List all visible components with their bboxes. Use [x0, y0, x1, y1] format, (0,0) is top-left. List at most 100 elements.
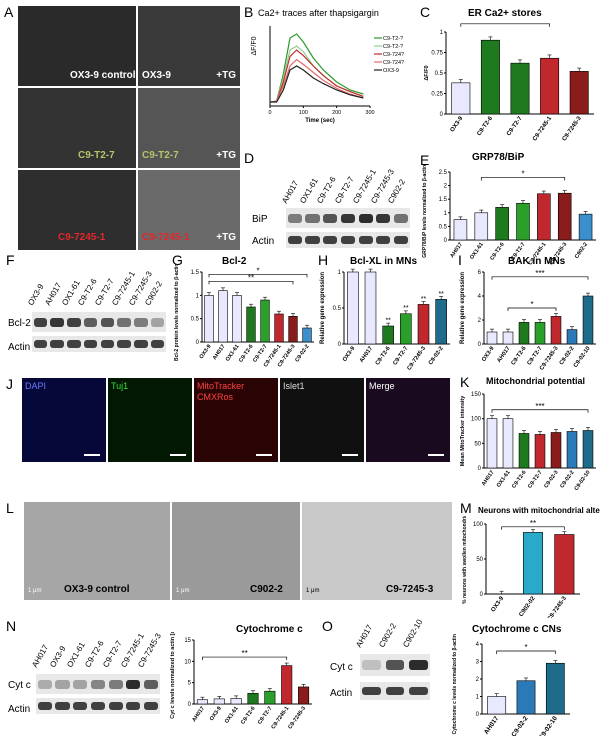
lane-label: C902-2	[377, 621, 399, 649]
em-scale-2: 1 μm	[176, 588, 190, 594]
blot-band	[126, 702, 141, 710]
y-axis-label: Cyt c levels normalized to actin [au]	[170, 632, 176, 719]
blot-band	[90, 702, 106, 710]
chart-N-svg: 0 5 10 15 Cyt c levels normalized to actin […	[170, 632, 312, 730]
blot-D-actin-strip	[286, 232, 410, 248]
blot-band	[134, 340, 148, 348]
category-label: C9-T2-6	[489, 242, 505, 262]
bar	[382, 325, 394, 345]
panel-O-letter: O	[322, 618, 333, 634]
y-tick-label: 0.75	[431, 51, 443, 57]
chart-I-svg: 0 2 4 6 Relative gene expression OX3-9 AH017 C9…	[460, 269, 596, 372]
lane-label: AH017	[280, 179, 301, 205]
sig-marker: **	[241, 649, 247, 658]
scale-bar-merge	[428, 454, 444, 456]
bar	[582, 430, 594, 469]
y-tick-label: 0	[476, 712, 480, 718]
y-tick-label: 2	[444, 184, 448, 190]
bar	[474, 212, 489, 241]
bar	[522, 532, 544, 595]
em-ox39-control: OX3-9 control 1 μm	[24, 502, 170, 600]
bar	[518, 322, 530, 345]
sig-marker: ***	[535, 269, 544, 278]
scale-bar-tuj1	[170, 454, 186, 456]
label-c9t27-b: C9-T2-7	[142, 150, 179, 161]
bar	[347, 271, 359, 345]
chart-C-title: ER Ca2+ stores	[468, 8, 542, 19]
y-tick-label: 0	[478, 342, 482, 348]
bar	[487, 696, 507, 715]
bar	[218, 290, 228, 343]
blot-band	[358, 236, 373, 244]
category-label: C902-02	[519, 595, 537, 618]
lane-label: AH017	[30, 643, 51, 669]
category-label: C9-02-3	[543, 470, 559, 490]
micrograph-c9t27: C9-T2-7	[18, 88, 136, 168]
bar	[502, 331, 514, 345]
blot-band	[134, 317, 148, 327]
blot-O-actin-strip	[360, 682, 430, 700]
sig-marker: **	[385, 317, 391, 324]
bar	[566, 431, 578, 469]
label-ox39: OX3-9	[142, 70, 171, 81]
y-tick-label: 3	[476, 660, 480, 666]
bar	[566, 329, 578, 345]
y-tick-label: 1	[338, 270, 342, 276]
blot-band	[287, 213, 302, 223]
blot-band	[323, 213, 338, 223]
y-axis-label: Cytochrome c levels normalized to β-acti…	[452, 634, 458, 734]
category-label: C9-02-2	[559, 470, 575, 490]
fluor-islet1: Islet1	[280, 378, 364, 462]
sig-bracket	[491, 276, 589, 280]
blot-N-cytc-strip	[36, 674, 160, 694]
blot-band	[144, 679, 159, 689]
bar	[204, 295, 214, 343]
bar	[518, 433, 530, 469]
sig-marker: *	[530, 300, 533, 309]
bar	[196, 699, 208, 705]
category-label: AH017	[359, 346, 374, 364]
bar	[247, 693, 259, 705]
legend-entry: C9-T2-?	[383, 44, 403, 50]
y-tick-label: 0.5	[191, 317, 200, 323]
panel-C-letter: C	[420, 4, 431, 20]
blot-band	[394, 213, 409, 223]
sig-marker: *	[256, 266, 259, 275]
y-tick-label: 2	[476, 677, 480, 683]
y-tick-label: 50	[476, 557, 483, 563]
sig-bracket	[460, 23, 550, 27]
scale-bar-dapi	[84, 454, 100, 456]
blot-band	[150, 317, 165, 327]
category-label: C9-T2-7	[527, 470, 543, 490]
blot-band	[67, 317, 81, 327]
y-tick-label: 10	[184, 659, 191, 665]
category-label: AH017	[496, 346, 511, 364]
bar	[510, 62, 530, 115]
category-label: C9-02-2	[428, 346, 445, 367]
bar	[550, 316, 562, 345]
chart-I-title: BAK in MNs	[508, 256, 566, 267]
em-ox39-label: OX3-9 control	[64, 584, 130, 595]
y-tick-label: 5	[188, 681, 192, 687]
category-label: OX3-9	[450, 115, 465, 133]
bar	[230, 698, 242, 705]
category-label: AH017	[483, 715, 501, 736]
panel-N-letter: N	[6, 618, 17, 634]
y-tick-label: 4	[476, 642, 480, 648]
bar	[232, 295, 242, 343]
micrograph-c97245: C9-7245-1	[18, 170, 136, 250]
em-c9022: C902-2 1 μm	[172, 502, 300, 600]
fluor-merge: Merge	[366, 378, 450, 462]
blot-band	[376, 236, 391, 244]
blot-band	[287, 236, 302, 244]
sig-bracket	[496, 650, 556, 654]
y-tick-label: 6	[478, 270, 482, 276]
sig-marker: **	[248, 273, 254, 282]
lane-label: C902-10	[400, 617, 424, 649]
blot-band	[37, 679, 52, 689]
sig-marker: **	[438, 291, 444, 298]
blot-F-row-actin: Actin	[8, 342, 31, 353]
bar	[537, 193, 551, 241]
category-label: C902-2	[574, 242, 589, 260]
